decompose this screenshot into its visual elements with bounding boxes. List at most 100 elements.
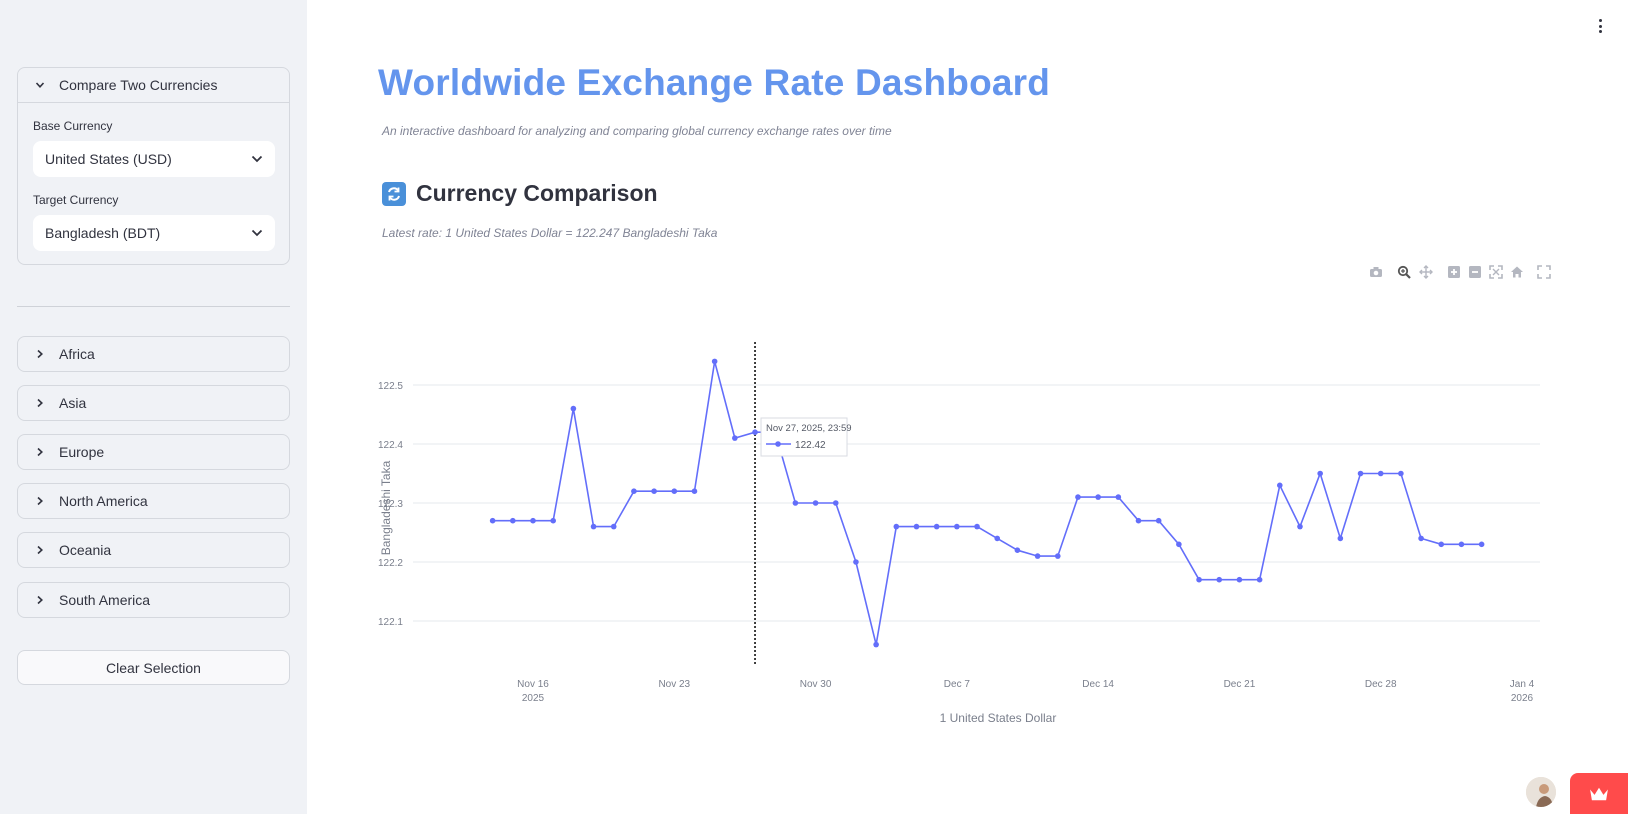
data-point — [933, 523, 940, 530]
data-point — [489, 517, 496, 524]
data-point — [954, 523, 960, 530]
data-point — [651, 488, 657, 494]
region-label: Oceania — [59, 542, 112, 558]
data-point — [893, 523, 900, 530]
region-expander-europe[interactable]: Europe — [17, 434, 290, 470]
data-point — [1337, 535, 1344, 542]
x-tick-label: Dec 7 — [944, 679, 971, 690]
data-point — [711, 358, 718, 365]
base-currency-select[interactable]: United States (USD) — [33, 141, 275, 177]
data-point — [1357, 470, 1364, 477]
data-point — [994, 535, 1001, 542]
data-point — [974, 523, 980, 530]
section-header: Currency Comparison — [382, 180, 658, 207]
chevron-down-icon — [251, 155, 263, 163]
y-tick-label: 122.1 — [378, 617, 403, 628]
compare-currencies-label: Compare Two Currencies — [59, 77, 218, 93]
compare-currencies-header[interactable]: Compare Two Currencies — [18, 68, 289, 103]
data-point — [550, 517, 556, 524]
chevron-down-icon — [33, 78, 47, 92]
sidebar-divider — [17, 306, 290, 307]
data-point — [691, 488, 698, 494]
data-point — [1317, 470, 1323, 477]
region-header[interactable]: Europe — [18, 435, 289, 469]
y-tick-label: 122.2 — [378, 558, 403, 569]
reset-axes-icon[interactable] — [1509, 264, 1525, 280]
region-header[interactable]: Africa — [18, 337, 289, 371]
x-tick-year-label: 2025 — [522, 693, 545, 704]
data-point — [853, 559, 859, 565]
region-label: Africa — [59, 346, 95, 362]
zoom-in-icon[interactable] — [1446, 264, 1462, 280]
pan-icon[interactable] — [1418, 264, 1434, 280]
region-label: North America — [59, 493, 148, 509]
tooltip-date: Nov 27, 2025, 23:59 — [766, 423, 852, 434]
target-currency-label: Target Currency — [33, 193, 119, 207]
data-point — [1095, 494, 1101, 500]
exchange-rate-chart[interactable]: 122.1 122.2 122.3 122.4 122.5 Nov 16 2025 Nov 2… — [370, 330, 1570, 730]
data-point — [1418, 535, 1424, 542]
data-point — [873, 641, 879, 648]
y-tick-label: 122.5 — [378, 381, 403, 392]
region-header[interactable]: Oceania — [18, 533, 289, 567]
region-expander-oceania[interactable]: Oceania — [17, 532, 290, 568]
tooltip-swatch-point — [775, 441, 781, 447]
data-point — [1075, 494, 1081, 500]
camera-icon[interactable] — [1368, 264, 1384, 280]
data-point — [1216, 576, 1223, 583]
data-point — [1458, 541, 1465, 548]
y-axis-label: Bangladeshi Taka — [379, 460, 393, 555]
data-point — [530, 517, 536, 524]
main-menu-icon[interactable] — [1594, 17, 1606, 35]
y-tick-label: 122.4 — [378, 440, 403, 451]
region-label: Europe — [59, 444, 105, 460]
zoom-out-icon[interactable] — [1467, 264, 1483, 280]
x-tick-year-label: 2026 — [1511, 693, 1534, 704]
data-point — [832, 500, 839, 506]
data-point — [1014, 547, 1021, 553]
region-expander-asia[interactable]: Asia — [17, 385, 290, 421]
data-point — [1115, 494, 1122, 500]
sidebar: Compare Two Currencies Base Currency Uni… — [0, 0, 307, 814]
region-expander-north-america[interactable]: North America — [17, 483, 290, 519]
data-point — [1135, 517, 1142, 524]
y-tick-label: 122.3 — [378, 499, 403, 510]
x-tick-label: Dec 14 — [1082, 679, 1114, 690]
x-tick-label: Dec 28 — [1365, 679, 1397, 690]
chevron-right-icon — [33, 347, 47, 361]
region-header[interactable]: North America — [18, 484, 289, 518]
data-point — [792, 500, 799, 506]
target-currency-select[interactable]: Bangladesh (BDT) — [33, 215, 275, 251]
region-header[interactable]: South America — [18, 583, 289, 617]
chevron-down-icon — [251, 229, 263, 237]
region-header[interactable]: Asia — [18, 386, 289, 420]
zoom-icon[interactable] — [1396, 264, 1412, 280]
section-title: Currency Comparison — [416, 180, 658, 206]
x-tick-label: Nov 23 — [658, 679, 690, 690]
data-point — [590, 523, 597, 530]
x-axis-label: 1 United States Dollar — [940, 711, 1057, 725]
data-point — [1054, 553, 1061, 559]
compare-currencies-expander: Compare Two Currencies Base Currency Uni… — [17, 67, 290, 265]
region-expander-africa[interactable]: Africa — [17, 336, 290, 372]
chevron-right-icon — [33, 543, 47, 557]
streamlit-crown-button[interactable] — [1570, 773, 1628, 814]
chevron-right-icon — [33, 593, 47, 607]
region-label: South America — [59, 592, 151, 608]
data-point — [913, 523, 920, 530]
avatar[interactable] — [1526, 777, 1556, 807]
fullscreen-icon[interactable] — [1536, 264, 1552, 280]
page-subtitle: An interactive dashboard for analyzing a… — [382, 124, 892, 138]
data-point — [1438, 541, 1445, 548]
data-point — [510, 517, 516, 524]
clear-selection-button[interactable]: Clear Selection — [17, 650, 290, 685]
region-expander-south-america[interactable]: South America — [17, 582, 290, 618]
data-point — [1236, 576, 1243, 583]
base-currency-value: United States (USD) — [45, 151, 172, 167]
autoscale-icon[interactable] — [1488, 264, 1504, 280]
data-point — [631, 488, 637, 494]
target-currency-value: Bangladesh (BDT) — [45, 225, 161, 241]
data-point — [1398, 470, 1404, 477]
base-currency-label: Base Currency — [33, 119, 113, 133]
data-point — [1276, 482, 1283, 489]
